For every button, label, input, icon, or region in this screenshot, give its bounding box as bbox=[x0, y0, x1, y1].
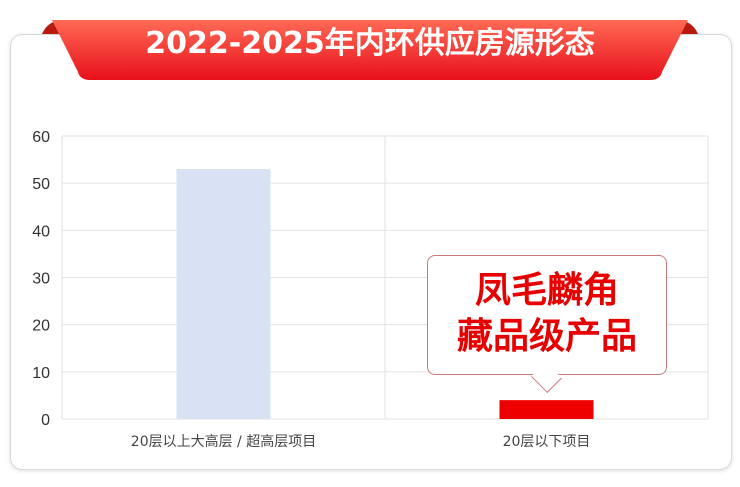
annotation-callout: 凤毛麟角 藏品级产品 bbox=[427, 255, 667, 393]
annotation-line-2: 藏品级产品 bbox=[456, 316, 637, 357]
y-tick-label: 10 bbox=[32, 365, 50, 382]
y-tick-label: 60 bbox=[32, 129, 50, 146]
y-tick-label: 20 bbox=[32, 318, 50, 335]
y-tick-label: 0 bbox=[41, 412, 50, 429]
title-ribbon bbox=[52, 20, 688, 80]
chart-title: 2022-2025年内环供应房源形态 bbox=[145, 26, 595, 61]
bar bbox=[176, 169, 271, 419]
x-tick-label: 20层以上大高层 / 超高层项目 bbox=[131, 433, 316, 450]
bar bbox=[499, 400, 594, 419]
y-tick-label: 50 bbox=[32, 176, 50, 193]
annotation-line-1: 凤毛麟角 bbox=[474, 270, 619, 311]
y-tick-label: 40 bbox=[32, 223, 50, 240]
chart-card bbox=[10, 34, 732, 470]
y-tick-label: 30 bbox=[32, 271, 50, 288]
x-tick-label: 20层以下项目 bbox=[503, 434, 591, 450]
